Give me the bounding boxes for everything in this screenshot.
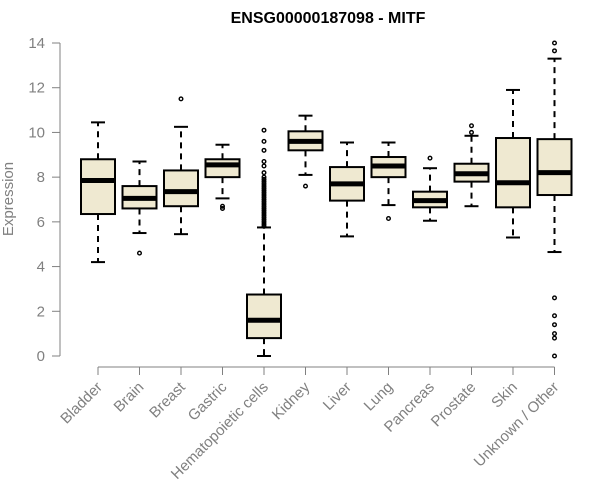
outlier-point	[261, 179, 267, 185]
outlier-point	[261, 221, 267, 227]
outlier-point	[261, 170, 267, 176]
y-tick-label: 0	[37, 348, 45, 365]
y-tick-label: 8	[37, 169, 45, 186]
box-hematopoietic-cells	[246, 127, 282, 357]
x-tick-label: Breast	[146, 378, 189, 421]
outlier-point	[261, 174, 267, 180]
outlier-point	[261, 203, 267, 209]
outlier-point	[552, 322, 558, 328]
outlier-point	[427, 155, 433, 161]
chart-title: ENSG00000187098 - MITF	[231, 10, 426, 27]
y-tick-label: 12	[28, 80, 45, 97]
outlier-point	[261, 190, 267, 196]
box-pancreas	[412, 155, 448, 222]
outlier-point	[552, 295, 558, 301]
box-liver	[329, 141, 365, 238]
outlier-point	[261, 208, 267, 214]
outlier-point	[261, 194, 267, 200]
box-gastric	[204, 143, 241, 211]
outlier-point	[261, 192, 267, 198]
iqr-box	[80, 158, 116, 216]
y-tick-label: 6	[37, 214, 45, 231]
outlier-point	[261, 214, 267, 220]
outlier-point	[386, 216, 392, 222]
x-tick-label: Prostate	[428, 379, 480, 431]
iqr-box	[536, 138, 573, 197]
outlier-point	[261, 127, 267, 133]
outlier-point	[261, 185, 267, 191]
y-tick-label: 14	[28, 35, 45, 52]
outlier-point	[261, 217, 267, 223]
box-kidney	[287, 114, 324, 189]
outlier-point	[261, 163, 267, 169]
outlier-point	[552, 48, 558, 54]
x-tick-label: Bladder	[57, 379, 106, 428]
x-tick-label: Brain	[111, 379, 148, 416]
x-tick-label: Liver	[320, 379, 355, 414]
outlier-point	[261, 223, 267, 229]
outlier-point	[552, 331, 558, 337]
outlier-point	[261, 205, 267, 211]
outlier-point	[261, 210, 267, 216]
outlier-point	[469, 129, 475, 135]
outlier-point	[261, 188, 267, 194]
box-lung	[370, 141, 407, 222]
outlier-point	[261, 181, 267, 187]
outlier-point	[261, 176, 267, 182]
x-tick-label: Lung	[361, 379, 397, 415]
outlier-point	[136, 250, 142, 256]
iqr-box	[163, 169, 199, 208]
iqr-box	[246, 293, 282, 340]
box-skin	[495, 88, 531, 239]
x-tick-label: Kidney	[269, 378, 314, 423]
outlier-point	[261, 158, 267, 164]
boxes-group	[80, 40, 573, 359]
box-prostate	[453, 123, 490, 208]
box-unknown-other	[536, 40, 573, 359]
outlier-point	[261, 147, 267, 153]
outlier-point	[552, 335, 558, 341]
y-tick-label: 2	[37, 303, 45, 320]
iqr-box	[495, 137, 531, 209]
outlier-point	[261, 196, 267, 202]
iqr-box	[204, 158, 241, 179]
y-tick-label: 10	[28, 124, 45, 141]
outlier-point	[261, 183, 267, 189]
outlier-point	[303, 183, 309, 189]
outlier-point	[219, 205, 225, 211]
outlier-point	[261, 212, 267, 218]
x-tick-label: Skin	[488, 379, 521, 412]
outlier-point	[261, 138, 267, 144]
outlier-point	[261, 201, 267, 207]
outlier-point	[552, 40, 558, 46]
outlier-point	[552, 353, 558, 359]
outlier-point	[261, 219, 267, 225]
y-tick-label: 4	[37, 259, 45, 276]
y-axis: 0 2 4 6 8 10 12 14	[28, 35, 61, 365]
outlier-point	[552, 313, 558, 319]
box-brain	[121, 160, 158, 256]
y-axis-label: Expression	[0, 162, 17, 236]
box-bladder	[80, 121, 116, 264]
outlier-point	[261, 199, 267, 205]
outlier-point	[219, 203, 225, 209]
outlier-point	[469, 123, 475, 129]
outlier-point	[178, 96, 184, 102]
box-breast	[163, 96, 199, 236]
